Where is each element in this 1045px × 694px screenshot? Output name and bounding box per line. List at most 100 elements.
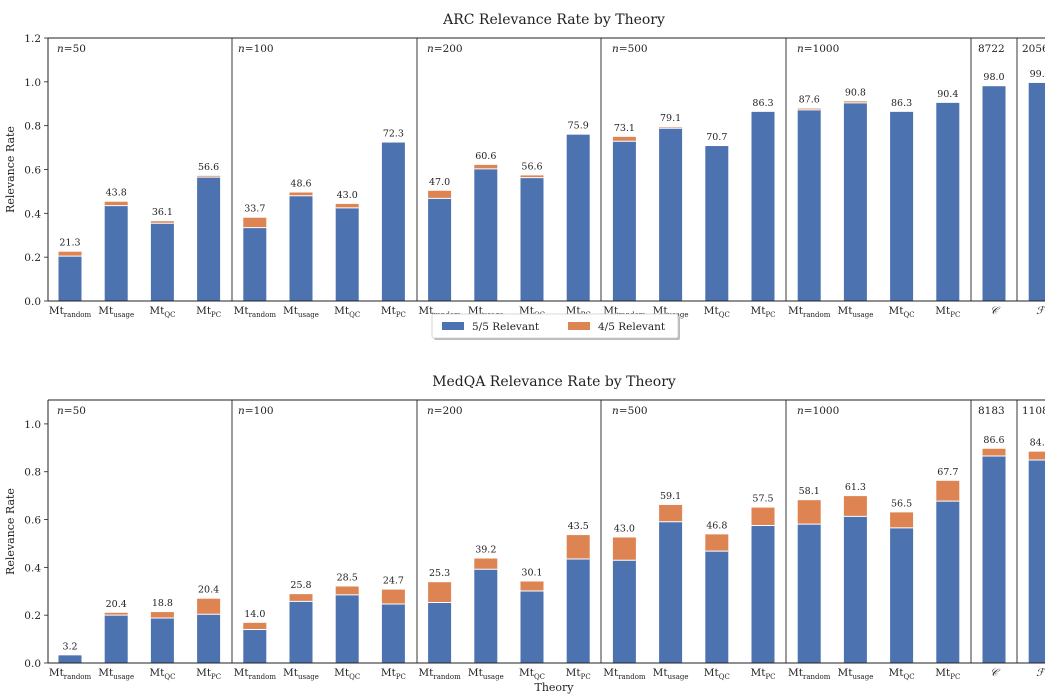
arc-bar-5of5-relevant [612,141,636,301]
medqa-data-label: 58.1 [799,486,820,497]
arc-x-tick-label: Mtusage [98,305,134,319]
arc-bar-4of5-relevant [428,190,452,199]
medqa-bar-5of5-relevant [381,603,405,663]
medqa-x-axis-label: Theory [534,681,574,694]
arc-data-label: 21.3 [59,238,80,249]
arc-x-tick-label: Mtrandom [788,305,831,319]
arc-bar-5of5-relevant [428,198,452,301]
arc-bar-5of5-relevant [289,195,313,301]
medqa-bar-5of5-relevant [890,527,914,663]
medqa-group-label: n=200 [427,405,463,417]
arc-group-label: 8722 [978,43,1005,55]
medqa-data-label: 20.4 [106,599,127,610]
medqa-data-label: 14.0 [244,609,265,620]
medqa-data-label: 84.9 [1030,438,1045,449]
medqa-bar-4of5-relevant [659,504,683,522]
arc-group-label: 2056 [1022,43,1045,55]
medqa-x-tick-label: Mtrandom [418,667,461,681]
arc-bar-4of5-relevant [659,127,683,129]
arc-data-label: 75.9 [568,121,589,132]
medqa-x-tick-label: Mtusage [98,667,134,681]
medqa-bar-4of5-relevant [890,512,914,528]
medqa-bar-5of5-relevant [150,618,174,663]
arc-bar-4of5-relevant [289,192,313,196]
medqa-bar-4of5-relevant [243,622,267,630]
legend-swatch [568,322,590,330]
medqa-bar-5of5-relevant [58,655,82,663]
medqa-data-label: 18.8 [152,598,173,609]
medqa-bar-4of5-relevant [381,589,405,604]
medqa-bar-4of5-relevant [150,612,174,619]
arc-data-label: 98.0 [983,72,1004,83]
medqa-bar-4of5-relevant [982,448,1006,456]
arc-bar-5of5-relevant [566,134,590,301]
medqa-x-tick-label: 𝒞 [990,667,1001,679]
arc-data-label: 56.6 [198,162,219,173]
medqa-bar-5of5-relevant [474,569,498,663]
arc-bar-5of5-relevant [705,146,729,301]
medqa-bar-5of5-relevant [520,591,544,663]
arc-bar-4of5-relevant [474,164,498,169]
arc-bar-4of5-relevant [612,136,636,142]
medqa-group-label: n=500 [612,405,648,417]
arc-data-label: 87.6 [799,95,820,106]
arc-bar-5of5-relevant [335,207,359,301]
arc-bar-4of5-relevant [843,101,867,103]
arc-bar-4of5-relevant [520,175,544,178]
arc-chart-title: ARC Relevance Rate by Theory [442,12,665,28]
medqa-data-label: 67.7 [937,467,958,478]
medqa-data-label: 24.7 [383,576,404,587]
medqa-bar-4of5-relevant [289,594,313,602]
arc-group-label: n=1000 [797,43,839,55]
medqa-data-label: 43.0 [614,523,635,534]
medqa-bar-4of5-relevant [797,500,821,525]
arc-data-label: 99.6 [1030,69,1045,80]
arc-group-label: n=50 [57,43,86,55]
medqa-y-tick-label: 0.4 [24,562,41,574]
arc-data-label: 73.1 [614,123,635,134]
arc-x-tick-label: MtQC [704,305,730,319]
arc-x-tick-label: Mtusage [837,305,873,319]
arc-bar-4of5-relevant [797,108,821,110]
medqa-group-label: n=50 [57,405,86,417]
arc-x-tick-label: MtQC [334,305,360,319]
arc-data-label: 90.4 [937,89,958,100]
medqa-y-tick-label: 1.0 [24,419,41,431]
medqa-data-label: 39.2 [475,545,496,556]
medqa-bar-5of5-relevant [797,524,821,663]
arc-bar-4of5-relevant [150,221,174,224]
medqa-y-tick-label: 0.8 [24,467,41,479]
arc-x-tick-label: MtPC [750,305,775,319]
medqa-x-tick-label: Mtrandom [788,667,831,681]
arc-bar-4of5-relevant [58,251,82,257]
arc-bar-5of5-relevant [474,168,498,301]
arc-x-tick-label: ℱ [1036,305,1045,317]
medqa-bar-4of5-relevant [428,582,452,603]
arc-bar-5of5-relevant [243,227,267,301]
medqa-bar-5of5-relevant [982,455,1006,663]
arc-y-tick-label: 0.6 [24,165,41,177]
arc-data-label: 60.6 [475,151,496,162]
arc-data-label: 36.1 [152,207,173,218]
medqa-x-tick-label: MtPC [750,667,775,681]
arc-x-tick-label: Mtrandom [49,305,92,319]
medqa-x-tick-label: ℱ [1036,667,1045,679]
arc-data-label: 47.0 [429,177,450,188]
medqa-bar-5of5-relevant [705,551,729,663]
medqa-x-tick-label: MtQC [334,667,360,681]
medqa-x-tick-label: MtQC [889,667,915,681]
arc-bar-4of5-relevant [197,175,221,178]
medqa-bar-5of5-relevant [428,602,452,663]
arc-bar-5of5-relevant [982,86,1006,301]
arc-data-label: 79.1 [660,113,681,124]
arc-data-label: 90.8 [845,87,866,98]
arc-data-label: 86.3 [752,98,773,109]
arc-x-tick-label: MtPC [381,305,406,319]
medqa-data-label: 46.8 [706,520,727,531]
arc-x-tick-label: MtQC [889,305,915,319]
medqa-bar-4of5-relevant [335,586,359,595]
medqa-bar-5of5-relevant [751,525,775,663]
legend-box [431,313,679,339]
medqa-x-tick-label: MtPC [196,667,221,681]
medqa-bar-5of5-relevant [104,615,128,663]
